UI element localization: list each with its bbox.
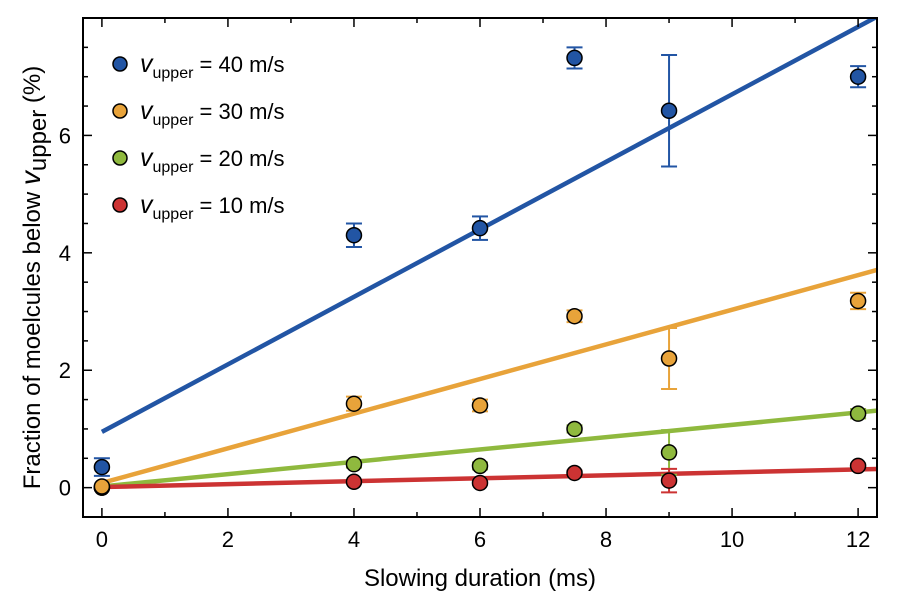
fit-line-1: [101, 267, 877, 486]
data-point-0-2: [471, 219, 489, 237]
data-point-3-3: [566, 464, 583, 482]
x-tick-labels: 0 2 4 6 8 10 12: [96, 527, 871, 552]
y-axis-label-suffix: (%): [19, 66, 46, 110]
legend-label-0: vupper = 40 m/s: [140, 50, 285, 82]
legend-var: v: [140, 97, 154, 125]
data-point-2-1: [345, 455, 363, 473]
data-point-3-5: [849, 457, 867, 475]
fit-line-3: [101, 466, 877, 490]
legend-sub: upper: [153, 159, 195, 176]
data-point-1-0: [93, 478, 111, 495]
data-point-3-2: [471, 474, 489, 492]
data-point-2-3: [566, 420, 583, 438]
y-axis-label-var: v: [15, 169, 46, 185]
fit-line-2: [101, 408, 877, 489]
axis-ticks: [83, 18, 877, 517]
x-tick-label: 6: [474, 527, 486, 552]
legend-marker-0: [112, 56, 128, 72]
y-tick-label: 6: [59, 123, 71, 148]
data-point-3-1: [345, 473, 363, 491]
data-point-1-1: [345, 395, 363, 412]
fit-line-0: [100, 18, 877, 434]
legend-marker-2: [112, 150, 128, 166]
data-point-0-1: [345, 226, 363, 244]
y-tick-label: 2: [59, 358, 71, 383]
legend-marker-3: [112, 197, 128, 213]
data-point-1-3: [566, 307, 583, 325]
data-point-0-5: [849, 68, 867, 85]
y-tick-labels: 0 2 4 6: [59, 123, 71, 500]
legend-rest: = 20 m/s: [193, 146, 284, 171]
y-axis-label-sub: upper: [25, 110, 52, 171]
legend-var: v: [140, 50, 154, 78]
plot-frame: [82, 17, 878, 518]
legend-rest: = 30 m/s: [193, 99, 284, 124]
x-tick-label: 4: [348, 527, 360, 552]
data-point-3-4: [660, 472, 678, 489]
legend-var: v: [140, 144, 154, 172]
y-tick-label: 0: [59, 476, 71, 501]
legend-sub: upper: [153, 65, 195, 82]
data-point-1-4: [660, 350, 678, 367]
y-axis-label: Fraction of moelcules below vupper (%): [15, 66, 52, 490]
y-tick-label: 4: [59, 241, 71, 266]
data-point-1-5: [849, 292, 867, 310]
data-point-0-0: [93, 458, 111, 476]
data-points: [93, 49, 867, 496]
x-tick-label: 10: [720, 527, 744, 552]
legend-var: v: [140, 191, 154, 219]
legend-sub: upper: [153, 206, 195, 223]
fit-lines: [100, 18, 877, 490]
data-point-2-2: [471, 457, 489, 475]
legend-rest: = 10 m/s: [193, 193, 284, 218]
x-tick-label: 2: [222, 527, 234, 552]
x-tick-label: 12: [846, 527, 870, 552]
legend-sub: upper: [153, 112, 195, 129]
legend-label-2: vupper = 20 m/s: [140, 144, 285, 176]
legend-label-3: vupper = 10 m/s: [140, 191, 285, 223]
x-tick-label: 0: [96, 527, 108, 552]
data-point-2-5: [849, 405, 867, 422]
legend-marker-1: [112, 103, 128, 119]
legend-rest: = 40 m/s: [193, 52, 284, 77]
x-axis-label: Slowing duration (ms): [364, 565, 596, 592]
legend-label-1: vupper = 30 m/s: [140, 97, 285, 129]
data-point-0-3: [566, 49, 583, 67]
y-axis-label-prefix: Fraction of moelcules below: [19, 185, 46, 489]
data-point-2-4: [660, 444, 678, 461]
data-point-0-4: [660, 102, 678, 120]
x-tick-label: 8: [600, 527, 612, 552]
data-point-1-2: [471, 397, 489, 414]
